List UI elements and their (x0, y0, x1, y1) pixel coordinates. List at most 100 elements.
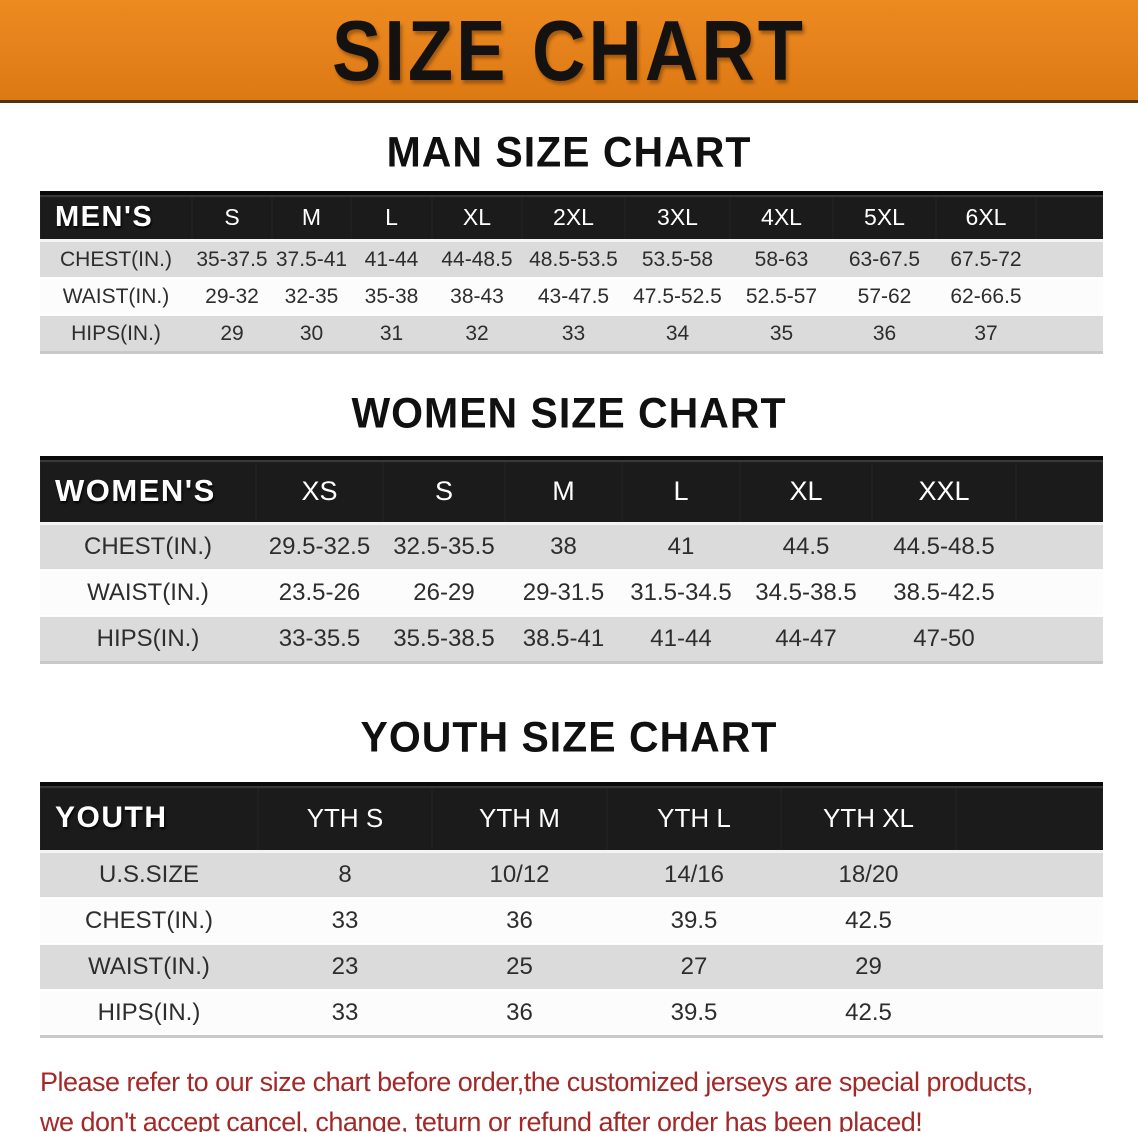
row-label: WAIST(IN.) (40, 278, 192, 316)
value-cell: 44.5-48.5 (872, 523, 1016, 571)
value-cell: 67.5-72 (936, 240, 1036, 279)
size-header-cell: 2XL (522, 191, 625, 242)
size-header-cell: 3XL (625, 191, 730, 242)
size-header-cell: 5XL (833, 191, 936, 242)
size-header-cell: M (272, 191, 351, 242)
spacer-cell (1036, 315, 1103, 354)
value-cell: 42.5 (781, 990, 956, 1038)
value-cell: 33 (258, 990, 432, 1038)
youth-ussize-row: U.S.SIZE 8 10/12 14/16 18/20 (40, 851, 1103, 899)
value-cell: 39.5 (607, 898, 781, 945)
row-label: U.S.SIZE (40, 851, 258, 899)
size-header-cell: YTH XL (781, 782, 956, 853)
youth-corner-label: YOUTH (40, 782, 258, 853)
value-cell: 34.5-38.5 (740, 570, 872, 617)
disclaimer-line-1: Please refer to our size chart before or… (40, 1067, 1034, 1097)
value-cell: 48.5-53.5 (522, 240, 625, 279)
value-cell: 31.5-34.5 (622, 570, 740, 617)
women-section-heading: WOMEN SIZE CHART (351, 388, 787, 438)
row-label: WAIST(IN.) (40, 944, 258, 991)
youth-waist-row: WAIST(IN.) 23 25 27 29 (40, 944, 1103, 991)
value-cell: 32-35 (272, 278, 351, 316)
value-cell: 31 (351, 315, 432, 354)
value-cell: 58-63 (730, 240, 833, 279)
size-header-cell: YTH L (607, 782, 781, 853)
value-cell: 62-66.5 (936, 278, 1036, 316)
value-cell: 35 (730, 315, 833, 354)
size-header-cell: XXL (872, 456, 1016, 525)
men-corner-label: MEN'S (40, 191, 192, 242)
value-cell: 29 (192, 315, 272, 354)
value-cell: 35-38 (351, 278, 432, 316)
spacer-cell (1016, 523, 1103, 571)
size-header-cell: XS (256, 456, 383, 525)
women-size-table: WOMEN'S XS S M L XL XXL CHEST(IN.) 29.5-… (40, 456, 1103, 664)
men-size-table: MEN'S S M L XL 2XL 3XL 4XL 5XL 6XL CHEST… (40, 191, 1103, 354)
value-cell: 29 (781, 944, 956, 991)
value-cell: 38.5-42.5 (872, 570, 1016, 617)
value-cell: 33 (258, 898, 432, 945)
row-label: HIPS(IN.) (40, 990, 258, 1038)
men-waist-row: WAIST(IN.) 29-32 32-35 35-38 38-43 43-47… (40, 278, 1103, 316)
value-cell: 42.5 (781, 898, 956, 945)
value-cell: 23.5-26 (256, 570, 383, 617)
value-cell: 30 (272, 315, 351, 354)
row-label: CHEST(IN.) (40, 240, 192, 279)
disclaimer-note: Please refer to our size chart before or… (40, 1062, 1138, 1132)
youth-hips-row: HIPS(IN.) 33 36 39.5 42.5 (40, 990, 1103, 1038)
row-label: CHEST(IN.) (40, 523, 256, 571)
spacer-cell (956, 944, 1103, 991)
value-cell: 27 (607, 944, 781, 991)
row-label: HIPS(IN.) (40, 616, 256, 664)
women-header-row: WOMEN'S XS S M L XL XXL (40, 456, 1103, 525)
row-label: CHEST(IN.) (40, 898, 258, 945)
value-cell: 29.5-32.5 (256, 523, 383, 571)
spacer-cell (956, 782, 1103, 853)
size-header-cell: YTH S (258, 782, 432, 853)
size-header-cell: XL (432, 191, 522, 242)
value-cell: 18/20 (781, 851, 956, 899)
value-cell: 36 (833, 315, 936, 354)
value-cell: 57-62 (833, 278, 936, 316)
men-section-heading: MAN SIZE CHART (386, 127, 752, 177)
row-label: HIPS(IN.) (40, 315, 192, 354)
value-cell: 41-44 (351, 240, 432, 279)
value-cell: 29-32 (192, 278, 272, 316)
men-header-row: MEN'S S M L XL 2XL 3XL 4XL 5XL 6XL (40, 191, 1103, 242)
value-cell: 35.5-38.5 (383, 616, 505, 664)
value-cell: 8 (258, 851, 432, 899)
size-header-cell: YTH M (432, 782, 607, 853)
value-cell: 32 (432, 315, 522, 354)
spacer-cell (1036, 278, 1103, 316)
size-header-cell: M (505, 456, 622, 525)
value-cell: 39.5 (607, 990, 781, 1038)
value-cell: 47.5-52.5 (625, 278, 730, 316)
value-cell: 36 (432, 898, 607, 945)
women-corner-label: WOMEN'S (40, 456, 256, 525)
value-cell: 32.5-35.5 (383, 523, 505, 571)
value-cell: 38-43 (432, 278, 522, 316)
spacer-cell (1036, 240, 1103, 279)
value-cell: 34 (625, 315, 730, 354)
value-cell: 14/16 (607, 851, 781, 899)
value-cell: 41-44 (622, 616, 740, 664)
value-cell: 44.5 (740, 523, 872, 571)
youth-chest-row: CHEST(IN.) 33 36 39.5 42.5 (40, 898, 1103, 945)
spacer-cell (1036, 191, 1103, 242)
women-chest-row: CHEST(IN.) 29.5-32.5 32.5-35.5 38 41 44.… (40, 523, 1103, 571)
value-cell: 25 (432, 944, 607, 991)
size-header-cell: 6XL (936, 191, 1036, 242)
women-waist-row: WAIST(IN.) 23.5-26 26-29 29-31.5 31.5-34… (40, 570, 1103, 617)
size-header-cell: S (383, 456, 505, 525)
size-header-cell: 4XL (730, 191, 833, 242)
row-label: WAIST(IN.) (40, 570, 256, 617)
value-cell: 41 (622, 523, 740, 571)
spacer-cell (1016, 570, 1103, 617)
value-cell: 47-50 (872, 616, 1016, 664)
value-cell: 38.5-41 (505, 616, 622, 664)
value-cell: 23 (258, 944, 432, 991)
spacer-cell (1016, 456, 1103, 525)
value-cell: 38 (505, 523, 622, 571)
value-cell: 44-47 (740, 616, 872, 664)
spacer-cell (956, 851, 1103, 899)
